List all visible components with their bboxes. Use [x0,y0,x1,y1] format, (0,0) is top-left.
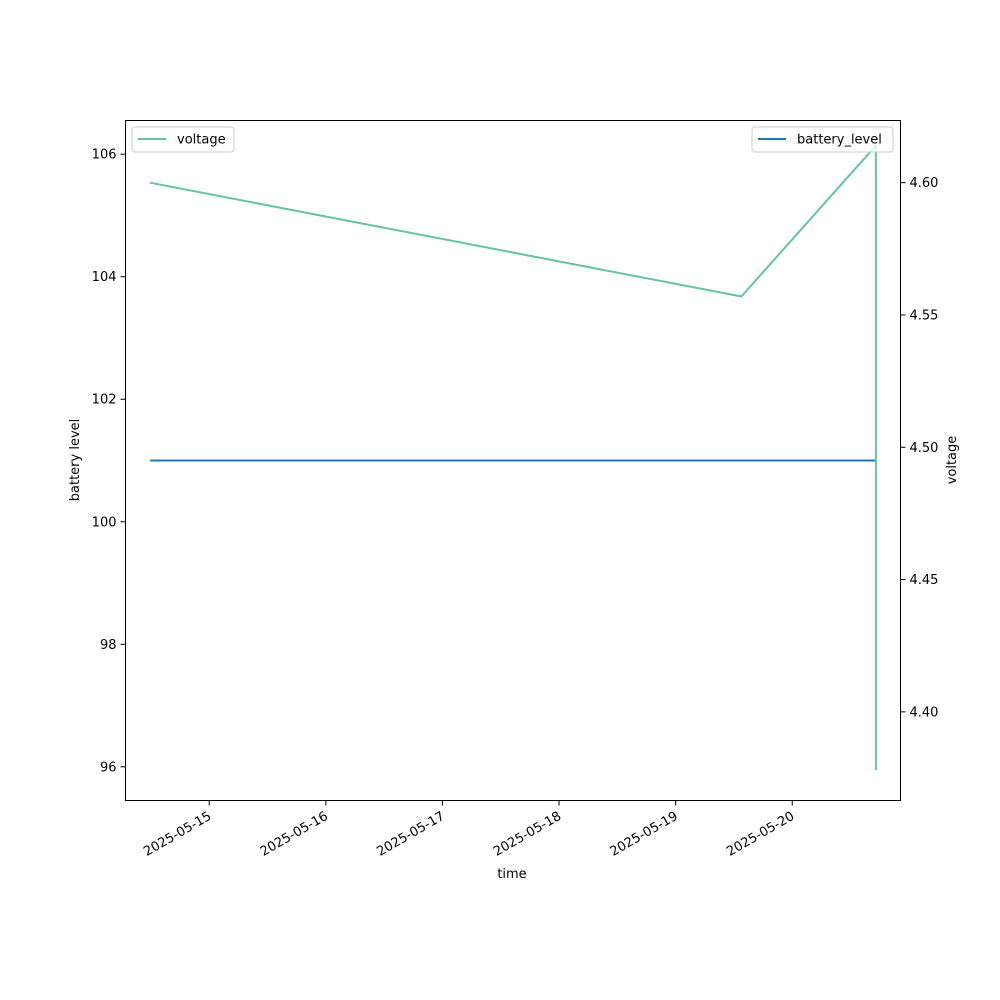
series-layer [149,144,877,771]
y-right-tick-label-0: 4.40 [910,705,939,720]
x-tick-label-4: 2025-05-19 [608,809,681,860]
y-right-tick-label-2: 4.50 [910,441,939,456]
legend-battery-level-box [751,126,894,153]
x-tick-label-0: 2025-05-15 [141,809,214,860]
legend-voltage: voltage [131,126,235,153]
y-axis-right-label: voltage [945,436,960,485]
y-axis-right: 4.40 4.45 4.50 4.55 4.60 [900,176,939,720]
y-left-tick-label-1: 98 [100,638,117,653]
y-left-tick-label-3: 102 [92,393,117,408]
y-left-tick-label-0: 96 [100,760,117,775]
x-axis: 2025-05-15 2025-05-16 2025-05-17 2025-05-18… [141,800,797,860]
legend-voltage-label: voltage [177,133,226,148]
legend-voltage-box [131,126,235,153]
plot-frame [125,120,901,801]
y-right-tick-label-1: 4.45 [910,573,939,588]
x-tick-label-2: 2025-05-17 [374,809,447,860]
x-tick-label-3: 2025-05-18 [491,809,564,860]
series-line-voltage [149,144,877,771]
y-left-tick-label-2: 100 [92,515,117,530]
y-right-tick-label-3: 4.55 [910,308,939,323]
y-axis-left-label: battery level [68,419,83,502]
y-left-tick-label-4: 104 [92,270,117,285]
x-tick-label-1: 2025-05-16 [258,809,331,860]
y-right-tick-label-4: 4.60 [910,176,939,191]
y-left-tick-label-5: 106 [92,148,117,163]
legend-battery-level-label: battery_level [797,133,882,148]
legend-battery-level: battery_level [751,126,894,153]
y-axis-left: 96 98 100 102 104 106 [92,148,126,775]
x-axis-label: time [497,867,526,882]
x-tick-label-5: 2025-05-20 [724,809,797,860]
